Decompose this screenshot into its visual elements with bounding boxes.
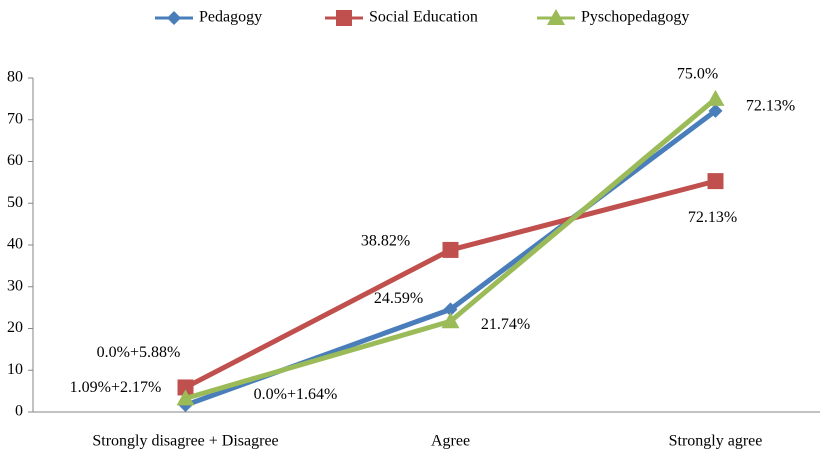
legend-label: Pyschopedagogy xyxy=(581,9,689,26)
data-label: 24.59% xyxy=(374,290,423,307)
x-tick-label: Strongly disagree + Disagree xyxy=(92,433,278,450)
data-label: 75.0% xyxy=(677,66,718,83)
marker xyxy=(176,389,195,406)
y-tick-label: 50 xyxy=(7,194,23,211)
y-tick-label: 70 xyxy=(7,110,23,127)
y-tick-label: 40 xyxy=(7,236,23,253)
marker xyxy=(443,302,458,317)
marker xyxy=(167,11,181,25)
y-tick-label: 30 xyxy=(7,277,23,294)
y-tick-label: 20 xyxy=(7,319,23,336)
legend-label: Social Education xyxy=(369,9,478,26)
marker xyxy=(708,103,723,118)
marker xyxy=(177,379,194,396)
data-label: 1.09%+2.17% xyxy=(70,379,162,396)
data-label: 72.13% xyxy=(746,98,795,115)
data-label: 0.0%+5.88% xyxy=(97,344,181,361)
series-line xyxy=(184,108,717,408)
marker xyxy=(441,312,460,329)
marker xyxy=(706,89,725,106)
data-label: 0.0%+1.64% xyxy=(254,386,338,403)
y-tick-label: 0 xyxy=(15,403,23,420)
y-tick-label: 80 xyxy=(7,69,23,86)
series-line xyxy=(184,178,717,390)
data-label: 38.82% xyxy=(361,233,410,250)
marker xyxy=(707,173,724,190)
marker xyxy=(336,10,352,26)
annotation: 72.13% xyxy=(688,209,737,226)
marker xyxy=(442,241,459,258)
legend-label: Pedagogy xyxy=(199,9,262,26)
x-tick-label: Agree xyxy=(431,433,470,450)
y-tick-label: 60 xyxy=(7,152,23,169)
marker xyxy=(547,9,565,25)
y-tick-label: 10 xyxy=(7,361,23,378)
data-label: 21.74% xyxy=(481,316,530,333)
x-tick-label: Strongly agree xyxy=(669,433,763,450)
